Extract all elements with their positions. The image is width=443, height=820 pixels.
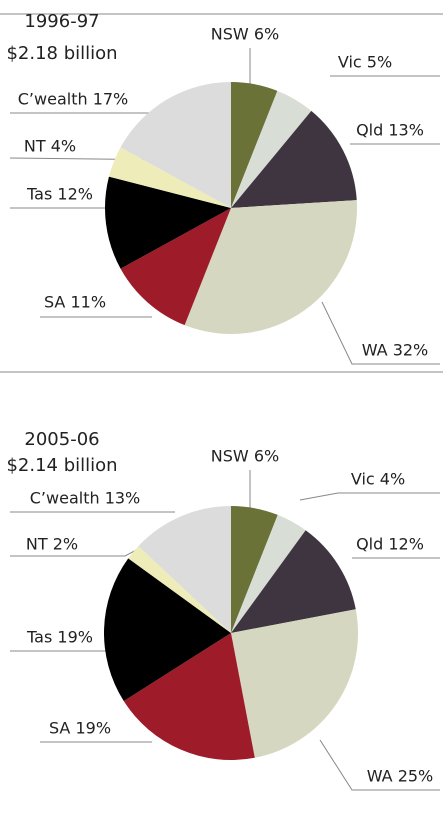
slice-label: Tas 19% bbox=[26, 628, 93, 647]
slice-label: Vic 5% bbox=[338, 53, 392, 72]
pie-slice bbox=[128, 546, 231, 633]
slice-label: C’wealth 17% bbox=[18, 90, 129, 109]
slice-label: SA 11% bbox=[44, 293, 106, 312]
pie-slice bbox=[231, 110, 357, 208]
chart-title: 2005-06 bbox=[24, 429, 99, 450]
slice-label: SA 19% bbox=[49, 719, 111, 738]
slice-label: C’wealth 13% bbox=[30, 489, 141, 508]
pie-slice bbox=[108, 147, 231, 208]
slice-label: NSW 6% bbox=[211, 25, 279, 44]
slice-label: NT 2% bbox=[26, 535, 78, 554]
pie-slice bbox=[231, 90, 312, 208]
slice-label: Vic 4% bbox=[351, 470, 405, 489]
pie-slice bbox=[123, 633, 255, 760]
slice-label: Qld 13% bbox=[356, 121, 424, 140]
pie-slice bbox=[231, 506, 278, 633]
slice-label: Qld 12% bbox=[356, 535, 424, 554]
slice-label: WA 32% bbox=[362, 341, 429, 360]
pie-slice bbox=[231, 609, 358, 758]
slice-label: WA 25% bbox=[367, 767, 434, 786]
leaders bbox=[9, 48, 440, 791]
slice-label: NT 4% bbox=[24, 137, 76, 156]
slice-label: Tas 12% bbox=[26, 185, 93, 204]
pie-slice bbox=[231, 82, 278, 208]
pie-slice bbox=[104, 558, 231, 702]
chart-subtitle: $2.14 billion bbox=[6, 455, 117, 476]
pie-slice bbox=[231, 514, 306, 633]
pie-slice bbox=[184, 200, 357, 334]
slice-label: NSW 6% bbox=[211, 447, 279, 466]
pie-slice bbox=[120, 82, 231, 208]
pie-slice bbox=[105, 176, 231, 269]
chart-subtitle: $2.18 billion bbox=[6, 43, 117, 64]
pie-slice bbox=[120, 208, 231, 326]
pie-slice bbox=[138, 506, 231, 633]
pie-slice bbox=[231, 530, 356, 633]
chart-title: 1996-97 bbox=[24, 11, 99, 32]
